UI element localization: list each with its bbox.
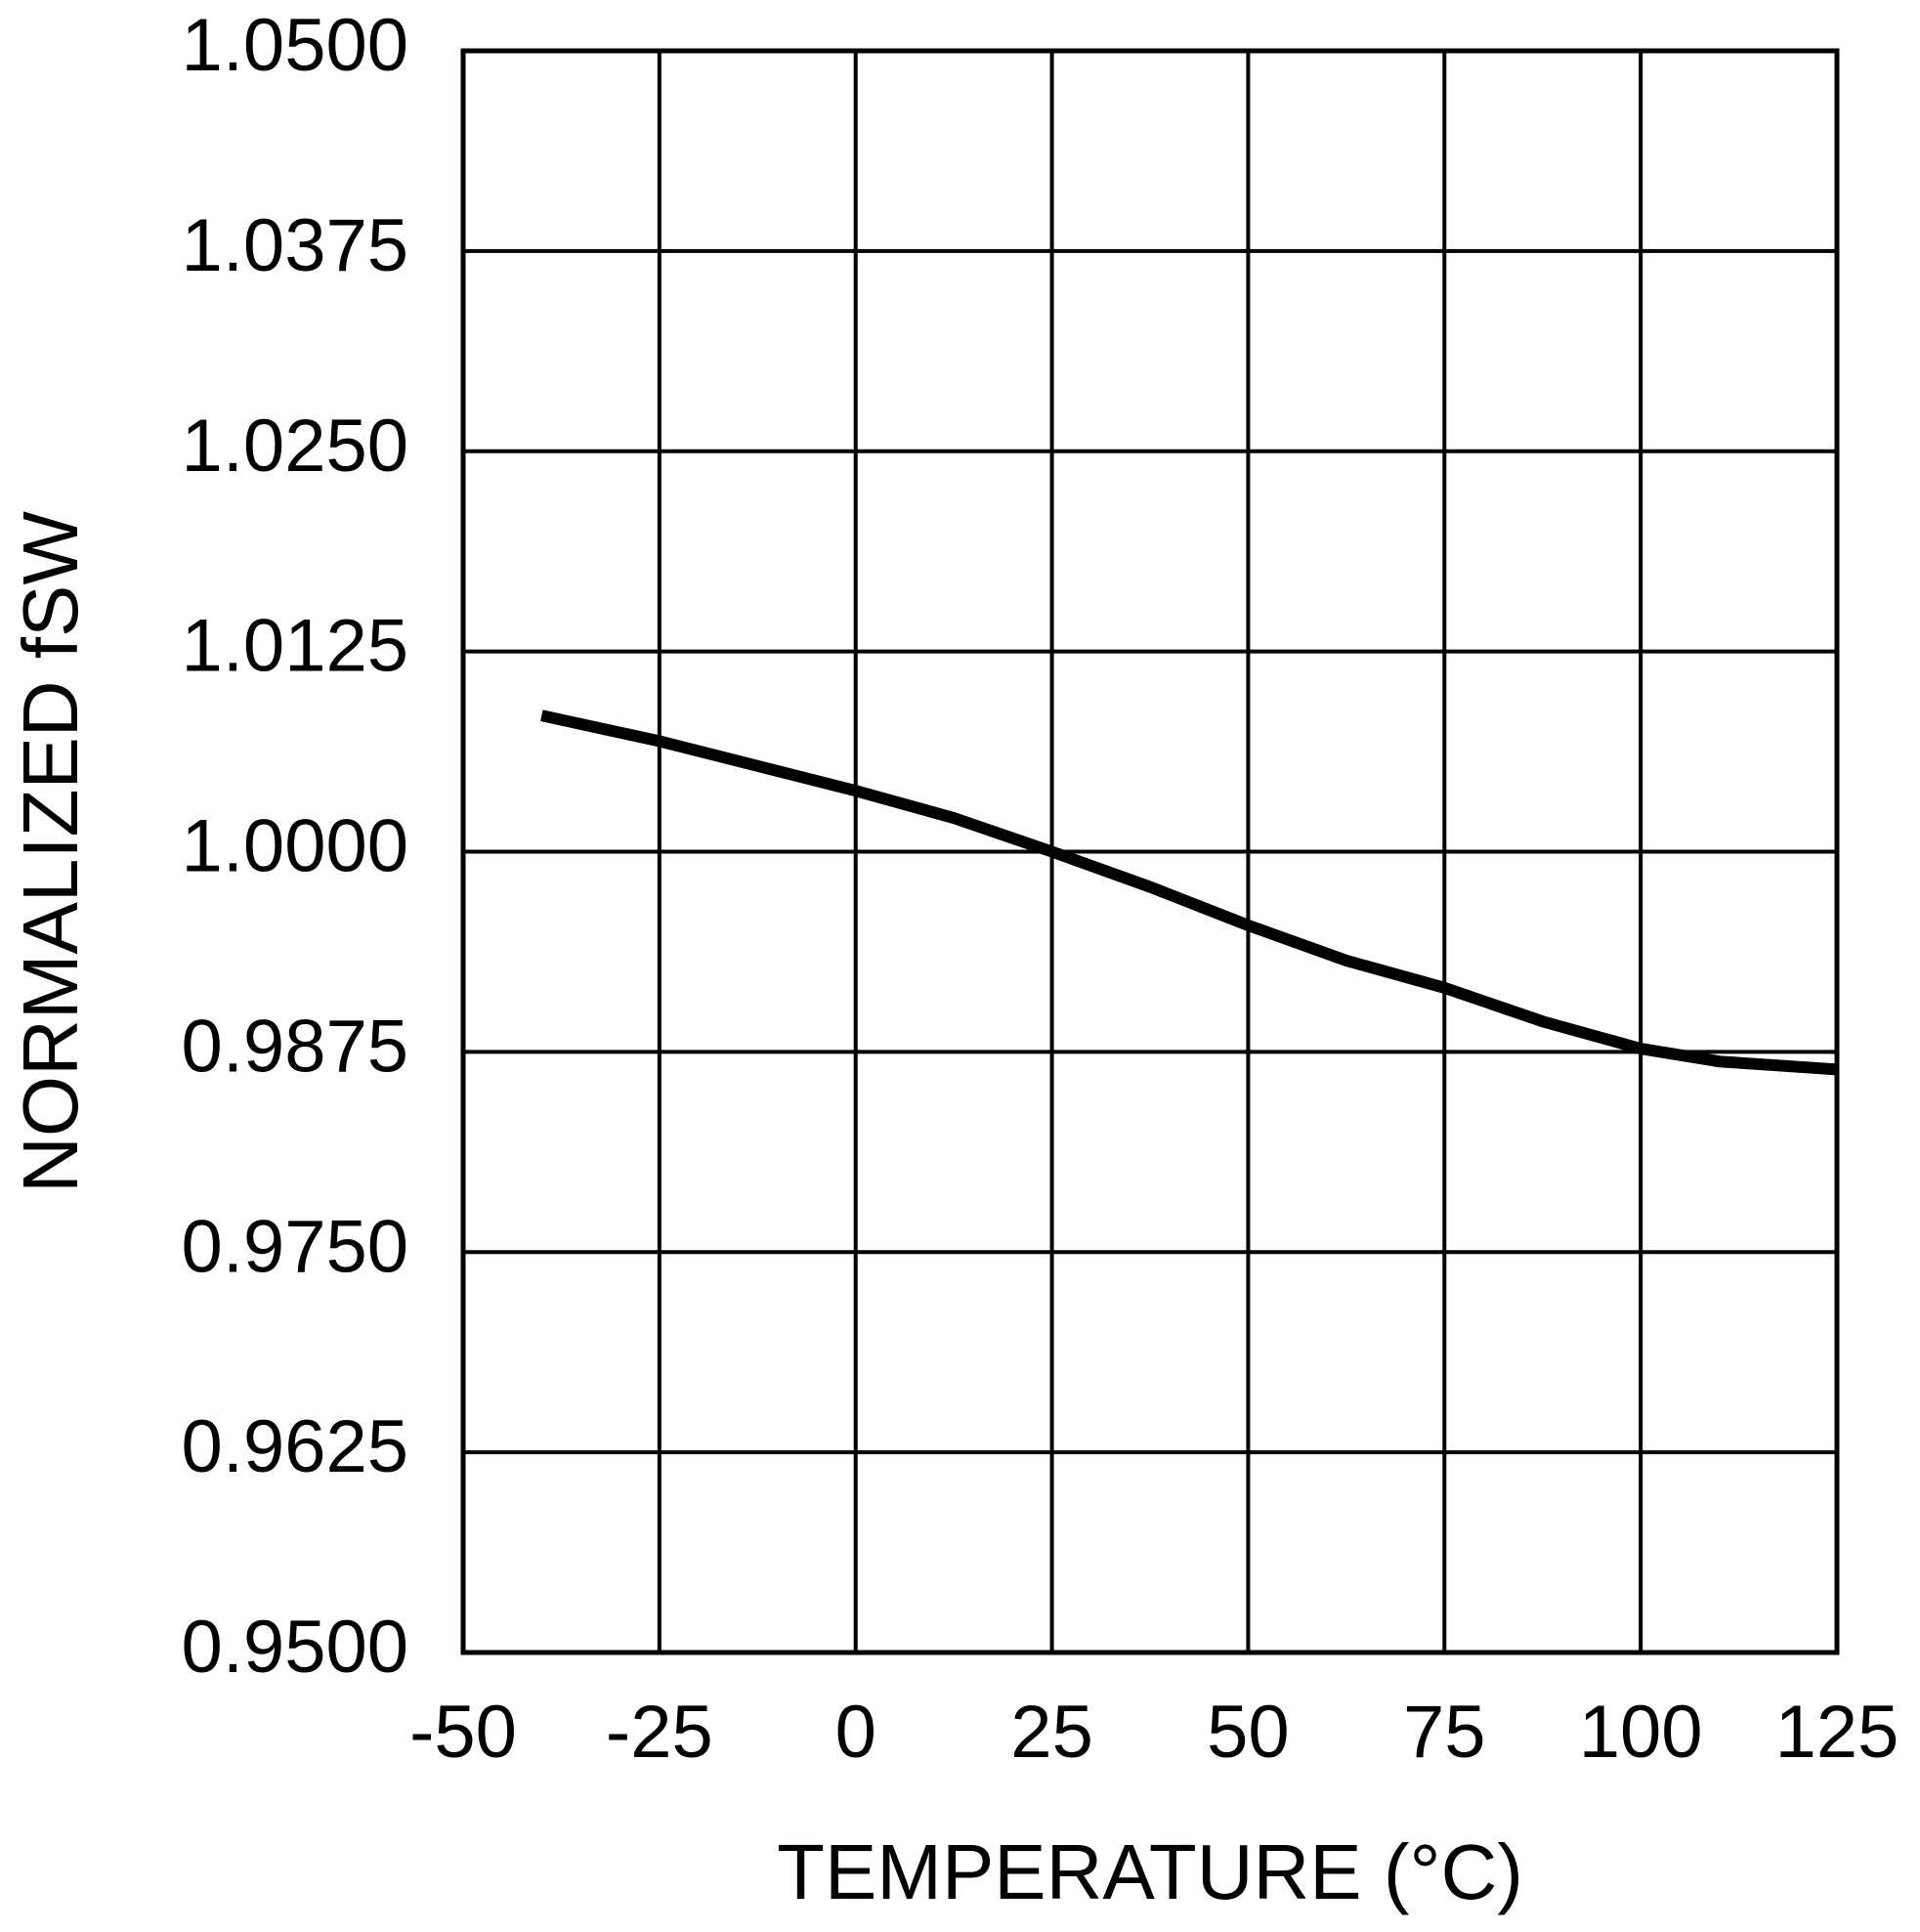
y-tick-label: 1.0250: [182, 405, 408, 488]
x-axis-title: TEMPERATURE (°C): [777, 1828, 1523, 1915]
x-tick-label: 25: [1010, 1691, 1093, 1774]
y-axis-title: NORMALIZED fSW: [7, 511, 94, 1193]
data-line: [540, 709, 1838, 1076]
y-tick-label: 1.0375: [182, 204, 408, 287]
x-tick-label: 100: [1579, 1691, 1703, 1774]
plot-frame: [460, 48, 1840, 1655]
x-tick-label: 50: [1207, 1691, 1290, 1774]
x-tick-label: 125: [1775, 1691, 1899, 1774]
y-tick-label: 1.0000: [182, 805, 408, 888]
x-tick-label: -25: [606, 1691, 713, 1774]
x-tick-label: 0: [835, 1691, 876, 1774]
y-tick-label: 0.9750: [182, 1205, 408, 1288]
y-tick-label: 0.9875: [182, 1005, 408, 1088]
y-tick-label: 0.9500: [182, 1606, 408, 1689]
x-tick-label: -50: [409, 1691, 517, 1774]
y-tick-label: 1.0500: [182, 4, 408, 87]
y-tick-label: 1.0125: [182, 605, 408, 688]
x-tick-label: 75: [1403, 1691, 1486, 1774]
y-tick-label: 0.9625: [182, 1405, 408, 1488]
